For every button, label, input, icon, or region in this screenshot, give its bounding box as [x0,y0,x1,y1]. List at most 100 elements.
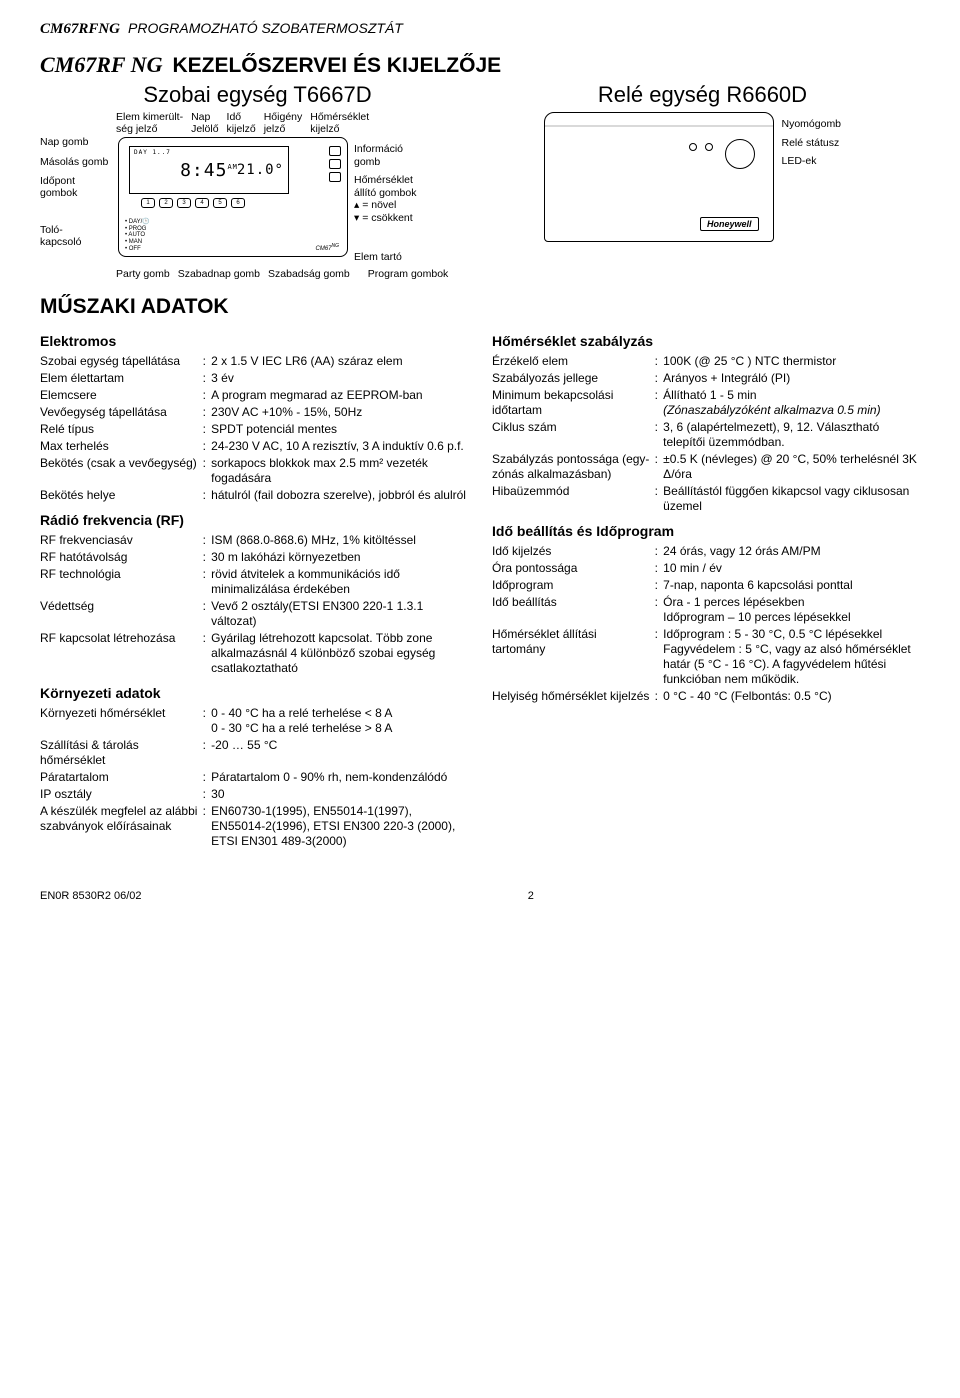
temp-up-button[interactable] [329,159,341,169]
spec-label: Páratartalom [40,769,203,786]
title-model: CM67RF NG [40,52,162,78]
label-leds: LED-ek [782,155,862,168]
table-row: Szobai egység tápellátása:2 x 1.5 V IEC … [40,353,468,370]
table-row: Szállítási & tárolás hőmérséklet:-20 … 5… [40,737,468,769]
spec-colon: : [203,421,212,438]
table-row: Helyiség hőmérséklet kijelzés:0 °C - 40 … [492,688,920,705]
table-row: Bekötés helye:hátulról (fail dobozra sze… [40,487,468,504]
spec-colon: : [203,532,212,549]
table-row: Bekötés (csak a vevőegység):sorkapocs bl… [40,455,468,487]
spec-value: ISM (868.0-868.6) MHz, 1% kitöltéssel [211,532,468,549]
table-row: Elemcsere:A program megmarad az EEPROM-b… [40,387,468,404]
prog-btn-3[interactable]: 3 [177,198,191,208]
prog-btn-5[interactable]: 5 [213,198,227,208]
spec-colon: : [203,598,212,630]
table-row: Időprogram:7-nap, naponta 6 kapcsolási p… [492,577,920,594]
spec-table: Környezeti hőmérséklet:0 - 40 °C ha a re… [40,705,468,850]
specs-right-col: Hőmérséklet szabályzásÉrzékelő elem:100K… [492,325,920,850]
title-text: KEZELŐSZERVEI ÉS KIJELZŐJE [172,54,501,78]
bottom-callouts: Party gomb Szabadnap gomb Szabadság gomb… [40,269,475,281]
top-callouts: Elem kimerült- ség jelző Nap Jelölő Idő … [40,112,475,135]
prog-btn-6[interactable]: 6 [231,198,245,208]
relay-unit-column: Relé egység R6660D Honeywell Nyomógomb R… [485,82,920,281]
info-button[interactable] [329,146,341,156]
spec-value: 0 - 40 °C ha a relé terhelése < 8 A 0 - … [211,705,468,737]
table-row: Idő beállítás:Óra - 1 perces lépésekben … [492,594,920,626]
table-row: Relé típus:SPDT potenciál mentes [40,421,468,438]
spec-colon: : [655,594,664,626]
footer-page-number: 2 [528,890,534,902]
spec-value: Beállítástól függően kikapcsol vagy cikl… [663,483,920,515]
spec-value: SPDT potenciál mentes [211,421,468,438]
spec-value: EN60730-1(1995), EN55014-1(1997), EN5501… [211,803,468,850]
spec-colon: : [655,577,664,594]
table-row: RF hatótávolság:30 m lakóházi környezetb… [40,549,468,566]
callout-battery: Elem kimerült- ség jelző [116,112,183,135]
temp-down-button[interactable] [329,172,341,182]
table-row: Hibaüzemmód:Beállítástól függően kikapcs… [492,483,920,515]
spec-value: 230V AC +10% - 15%, 50Hz [211,404,468,421]
table-row: Óra pontossága:10 min / év [492,560,920,577]
spec-section-heading: Rádió frekvencia (RF) [40,512,468,528]
spec-colon: : [203,630,212,677]
spec-value: A program megmarad az EEPROM-ban [211,387,468,404]
spec-value: 2 x 1.5 V IEC LR6 (AA) száraz elem [211,353,468,370]
callout-temp: Hőmérséklet kijelző [310,112,369,135]
table-row: Minimum bekapcsolási időtartam:Állítható… [492,387,920,419]
spec-colon: : [655,483,664,515]
relay-brand: Honeywell [700,217,759,231]
spec-value: 3, 6 (alapértelmezett), 9, 12. Választha… [663,419,920,451]
spec-colon: : [203,353,212,370]
spec-label: Hőmérséklet állítási tartomány [492,626,655,688]
relay-pushbutton[interactable] [725,139,755,169]
spec-label: Bekötés (csak a vevőegység) [40,455,203,487]
spec-colon: : [203,566,212,598]
prog-btn-1[interactable]: 1 [141,198,155,208]
callout-holiday: Szabadság gomb [268,269,350,281]
spec-colon: : [203,769,212,786]
spec-label: Elem élettartam [40,370,203,387]
spec-label: Bekötés helye [40,487,203,504]
table-row: Idő kijelzés:24 órás, vagy 12 órás AM/PM [492,543,920,560]
relay-top-line [545,125,773,127]
spec-value: Gyárilag létrehozott kapcsolat. Több zon… [211,630,468,677]
spec-colon: : [655,688,664,705]
spec-colon: : [655,626,664,688]
spec-value: rövid átvitelek a kommunikációs idő mini… [211,566,468,598]
spec-value: Óra - 1 perces lépésekben Időprogram – 1… [663,594,920,626]
spec-value: 0 °C - 40 °C (Felbontás: 0.5 °C) [663,688,920,705]
spec-label: RF technológia [40,566,203,598]
spec-value-italic: (Zónaszabályzóként alkalmazva 0.5 min) [663,403,880,417]
header-model: CM67RFNG [40,21,120,38]
spec-value: Vevő 2 osztály(ETSI EN300 220-1 1.3.1 vá… [211,598,468,630]
spec-colon: : [655,353,664,370]
spec-value: sorkapocs blokkok max 2.5 mm² vezeték fo… [211,455,468,487]
program-buttons-row: 1 2 3 4 5 6 [141,198,341,208]
specs-title: MŰSZAKI ADATOK [40,295,920,319]
prog-btn-4[interactable]: 4 [195,198,209,208]
table-row: A készülék megfelel az alábbi szabványok… [40,803,468,850]
spec-value: 24 órás, vagy 12 órás AM/PM [663,543,920,560]
relay-led-2 [705,143,713,151]
spec-colon: : [203,786,212,803]
room-unit-column: Szobai egység T6667D Elem kimerült- ség … [40,82,475,281]
spec-colon: : [203,438,212,455]
room-device: DAY 1..7 8:45AM 21.0° 1 2 3 4 5 6 • DAY/… [118,137,348,257]
spec-label: Idő kijelzés [492,543,655,560]
callout-day: Nap Jelölő [191,112,218,135]
table-row: Páratartalom:Páratartalom 0 - 90% rh, ne… [40,769,468,786]
spec-colon: : [203,549,212,566]
spec-label: A készülék megfelel az alábbi szabványok… [40,803,203,850]
spec-value: Páratartalom 0 - 90% rh, nem-kondenzálód… [211,769,468,786]
table-row: IP osztály:30 [40,786,468,803]
spec-value: 7-nap, naponta 6 kapcsolási ponttal [663,577,920,594]
label-copy-button: Másolás gomb [40,157,112,169]
spec-label: Szállítási & tárolás hőmérséklet [40,737,203,769]
prog-btn-2[interactable]: 2 [159,198,173,208]
label-battery-holder: Elem tartó [354,251,438,264]
spec-value: hátulról (fail dobozra szerelve), jobbró… [211,487,468,504]
left-side-labels: Nap gomb Másolás gomb Időpont gombok Tol… [40,137,112,263]
spec-label: Minimum bekapcsolási időtartam [492,387,655,419]
spec-colon: : [203,387,212,404]
specs-columns: ElektromosSzobai egység tápellátása:2 x … [40,325,920,850]
